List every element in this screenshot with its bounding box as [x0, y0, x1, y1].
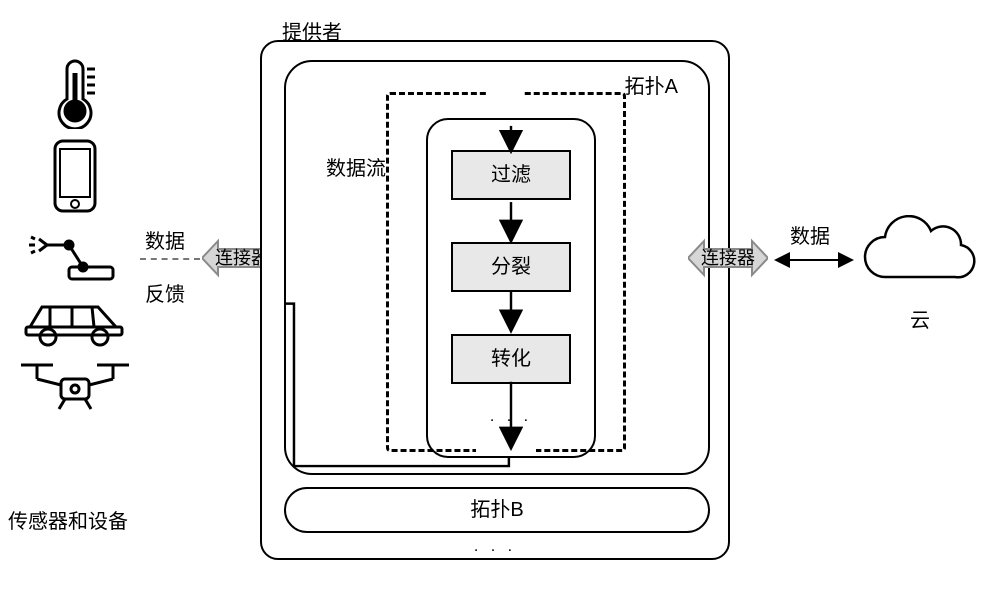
drone-icon: [15, 355, 135, 415]
dashed-band: [140, 258, 200, 260]
topology-b-label: 拓扑B: [470, 499, 523, 521]
data-label-left: 数据: [145, 225, 185, 254]
thin-double-arrow-right: [772, 250, 856, 270]
phone-icon: [49, 137, 101, 215]
car-icon: [20, 291, 130, 347]
connector-right: 连接器: [688, 235, 768, 281]
robot-arm-icon: [25, 223, 125, 283]
cloud-icon: [855, 215, 985, 295]
feedback-label: 反馈: [145, 278, 185, 307]
topology-b-box: 拓扑B: [284, 487, 710, 533]
steps-box: 过滤 分裂 转化 . . .: [426, 118, 596, 458]
provider-box: 拓扑A 数据流 过滤 分裂 转化 . . .: [260, 40, 730, 560]
connector-right-label: 连接器: [688, 235, 768, 281]
cloud: 云: [855, 215, 985, 333]
topology-a-label: 拓扑A: [625, 70, 678, 99]
provider-ellipsis: . . .: [474, 538, 516, 556]
thermometer-icon: [45, 55, 105, 129]
step-split: 分裂: [451, 242, 571, 292]
data-label-right: 数据: [790, 220, 830, 249]
sensors-icons: [15, 55, 135, 423]
sensors-label: 传感器和设备: [8, 505, 128, 534]
dataflow-label: 数据流: [326, 152, 386, 181]
steps-ellipsis: . . .: [490, 408, 532, 426]
topology-a-box: 拓扑A 数据流 过滤 分裂 转化 . . .: [284, 60, 710, 475]
step-filter: 过滤: [451, 150, 571, 200]
step-transform: 转化: [451, 334, 571, 384]
diagram-root: 传感器和设备 数据 反馈 连接器 提供者 拓扑A 数据流 过滤 分裂 转化 .: [0, 0, 1000, 592]
cloud-label: 云: [855, 304, 985, 333]
